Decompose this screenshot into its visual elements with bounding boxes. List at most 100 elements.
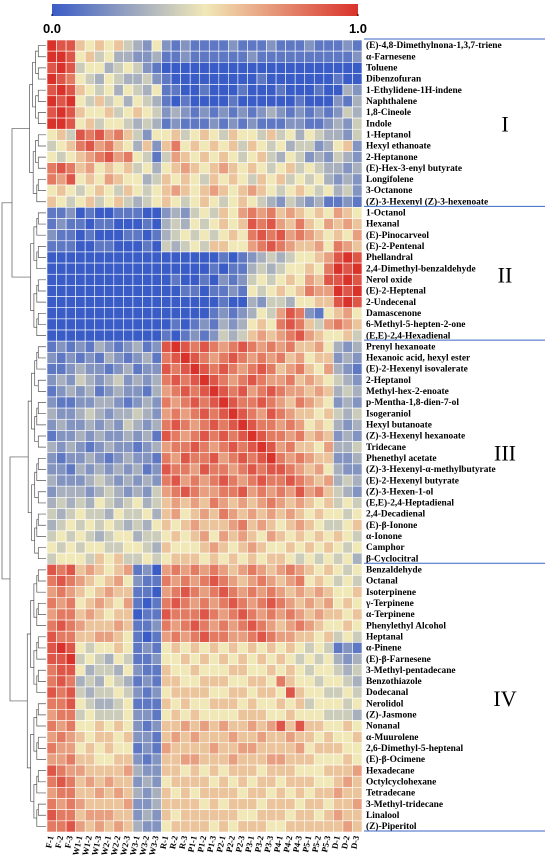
heatmap-cell (180, 84, 191, 97)
dendrogram-branch (37, 179, 46, 191)
heatmap-cell (313, 95, 325, 108)
heatmap-cell (123, 84, 134, 97)
heatmap-cell (218, 218, 229, 230)
heatmap-cell (333, 296, 344, 309)
heatmap-cell (208, 162, 220, 175)
heatmap-cell (208, 39, 220, 52)
heatmap-cell (208, 296, 220, 309)
heatmap-cell (65, 575, 76, 587)
heatmap-cell (142, 128, 153, 141)
heatmap-cell (256, 697, 267, 710)
heatmap-cell (266, 731, 277, 744)
heatmap-cell (161, 798, 172, 810)
heatmap-cell (275, 597, 286, 610)
heatmap-cell (323, 653, 334, 665)
heatmap-cell (275, 675, 286, 688)
heatmap-cell (237, 84, 248, 97)
heatmap-cell (56, 519, 67, 532)
heatmap-cell (180, 452, 191, 465)
heatmap-cell (342, 775, 353, 788)
heatmap-cell (151, 117, 162, 130)
heatmap-cell (333, 128, 344, 141)
heatmap-cell (266, 50, 277, 63)
heatmap-cell (75, 697, 86, 710)
heatmap-cell (65, 385, 76, 398)
group-label: III (494, 441, 516, 466)
heatmap-cell (180, 552, 191, 565)
heatmap-cell (123, 106, 134, 119)
heatmap-cell (313, 764, 325, 777)
heatmap-cell (208, 363, 220, 375)
heatmap-cell (218, 84, 229, 97)
heatmap-cell (84, 686, 96, 699)
heatmap-cell (275, 407, 286, 420)
heatmap-cell (294, 140, 306, 152)
heatmap-cell (46, 195, 57, 208)
heatmap-cell (313, 787, 325, 799)
heatmap-cell (151, 452, 162, 465)
heatmap-cell (352, 396, 363, 409)
heatmap-cell (304, 363, 315, 375)
heatmap-cell (333, 708, 344, 721)
heatmap-cell (180, 62, 191, 74)
heatmap-cell (56, 787, 67, 799)
heatmap-cell (94, 374, 105, 387)
heatmap-cell (103, 106, 115, 119)
heatmap-cell (266, 140, 277, 152)
heatmap-cell (294, 653, 306, 665)
heatmap-cell (256, 117, 267, 130)
heatmap-cell (123, 764, 134, 777)
heatmap-cell (208, 128, 220, 141)
dendrogram-branch (11, 128, 31, 278)
heatmap-cell (313, 630, 325, 643)
heatmap-cell (46, 418, 57, 431)
heatmap-cell (123, 140, 134, 152)
heatmap-cell (333, 229, 344, 242)
heatmap-cell (275, 229, 286, 242)
heatmap-cell (285, 764, 296, 777)
heatmap-cell (84, 463, 96, 476)
heatmap-cell (285, 597, 296, 610)
heatmap-cell (247, 195, 258, 208)
heatmap-cell (132, 262, 143, 275)
heatmap-cell (65, 285, 76, 297)
heatmap-cell (285, 207, 296, 219)
heatmap-cell (170, 485, 181, 498)
dendrogram-branch (37, 457, 46, 470)
heatmap-cell (294, 820, 306, 833)
heatmap-cell (208, 374, 220, 387)
heatmap-cell (189, 820, 201, 833)
heatmap-cell (218, 519, 229, 532)
heatmap-cell (247, 151, 258, 164)
heatmap-cell (294, 664, 306, 677)
heatmap-cell (180, 363, 191, 375)
heatmap-cell (142, 530, 153, 543)
heatmap-cell (151, 352, 162, 364)
row-label: Camphor (366, 543, 405, 553)
heatmap-cell (65, 195, 76, 208)
heatmap-cell (142, 686, 153, 699)
heatmap-cell (266, 642, 277, 654)
heatmap-cell (275, 775, 286, 788)
heatmap-cell (218, 229, 229, 242)
heatmap-cell (352, 686, 363, 699)
heatmap-cell (123, 95, 134, 108)
heatmap-cell (94, 508, 105, 520)
heatmap-cell (56, 485, 67, 498)
heatmap-cell (189, 262, 201, 275)
heatmap-cell (161, 207, 172, 219)
heatmap-cell (333, 753, 344, 766)
heatmap-cell (294, 552, 306, 565)
heatmap-cell (56, 497, 67, 509)
heatmap-cell (237, 798, 248, 810)
dendrogram-branch (37, 736, 46, 749)
heatmap-cell (208, 329, 220, 342)
heatmap-cell (170, 441, 181, 454)
heatmap-cell (247, 117, 258, 130)
heatmap-cell (342, 117, 353, 130)
heatmap-cell (294, 173, 306, 186)
heatmap-cell (208, 95, 220, 108)
heatmap-cell (228, 251, 239, 264)
heatmap-cell (199, 441, 210, 454)
